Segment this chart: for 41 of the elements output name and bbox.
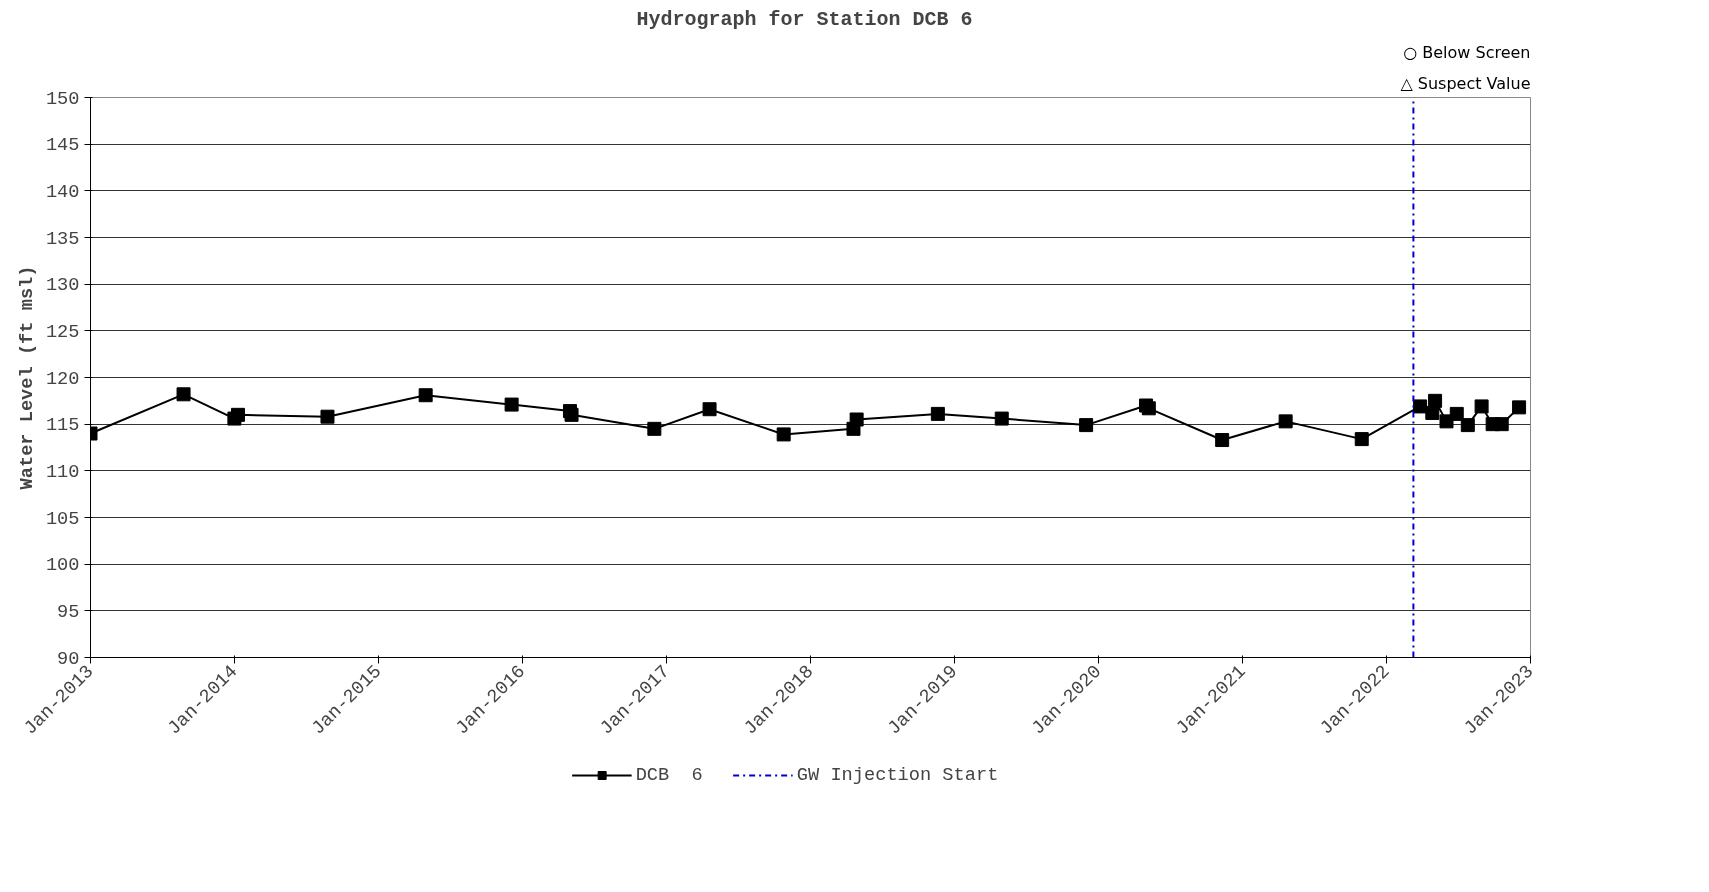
y-tick-label: 90: [57, 647, 80, 670]
point: [1079, 418, 1094, 433]
point: [504, 397, 519, 412]
y-tick-label: 145: [45, 134, 80, 157]
y-tick-label: 135: [45, 227, 80, 250]
point: [1474, 399, 1489, 414]
point: [1428, 393, 1443, 408]
point: [647, 421, 662, 436]
point: [1460, 418, 1475, 433]
y-tick-label: 130: [45, 274, 80, 297]
point: [776, 427, 791, 442]
y-tick-label: 140: [45, 180, 80, 203]
point: [1354, 432, 1369, 447]
point: [1413, 399, 1428, 414]
point: [1215, 433, 1230, 448]
y-tick-label: 125: [45, 320, 80, 343]
point: [418, 388, 433, 403]
y-tick-label: 120: [45, 367, 80, 390]
point: [994, 411, 1009, 426]
point: [1278, 414, 1293, 429]
point: [930, 406, 945, 421]
y-tick-label: 115: [45, 414, 80, 437]
point: [176, 387, 191, 402]
point: [230, 407, 245, 422]
point: [1512, 400, 1527, 415]
point: [849, 412, 864, 427]
point: [702, 402, 717, 417]
y-axis-title: Water Level (ft msl): [15, 265, 38, 490]
y-tick-label: 100: [45, 554, 80, 577]
legend-label: GW Injection Start: [796, 764, 999, 786]
legend-label: DCB 6: [635, 764, 703, 786]
y-tick-label: 110: [45, 460, 80, 483]
chart-title: Hydrograph for Station DCB 6: [636, 7, 973, 31]
point: [1494, 417, 1509, 432]
y-tick-label: 95: [57, 600, 80, 623]
y-tick-label: 105: [45, 507, 80, 530]
y-tick-label: 150: [45, 87, 80, 110]
text: ○ Below Screen: [1403, 42, 1531, 62]
text: △ Suspect Value: [1400, 73, 1531, 93]
point: [1449, 406, 1464, 421]
point: [320, 409, 335, 424]
